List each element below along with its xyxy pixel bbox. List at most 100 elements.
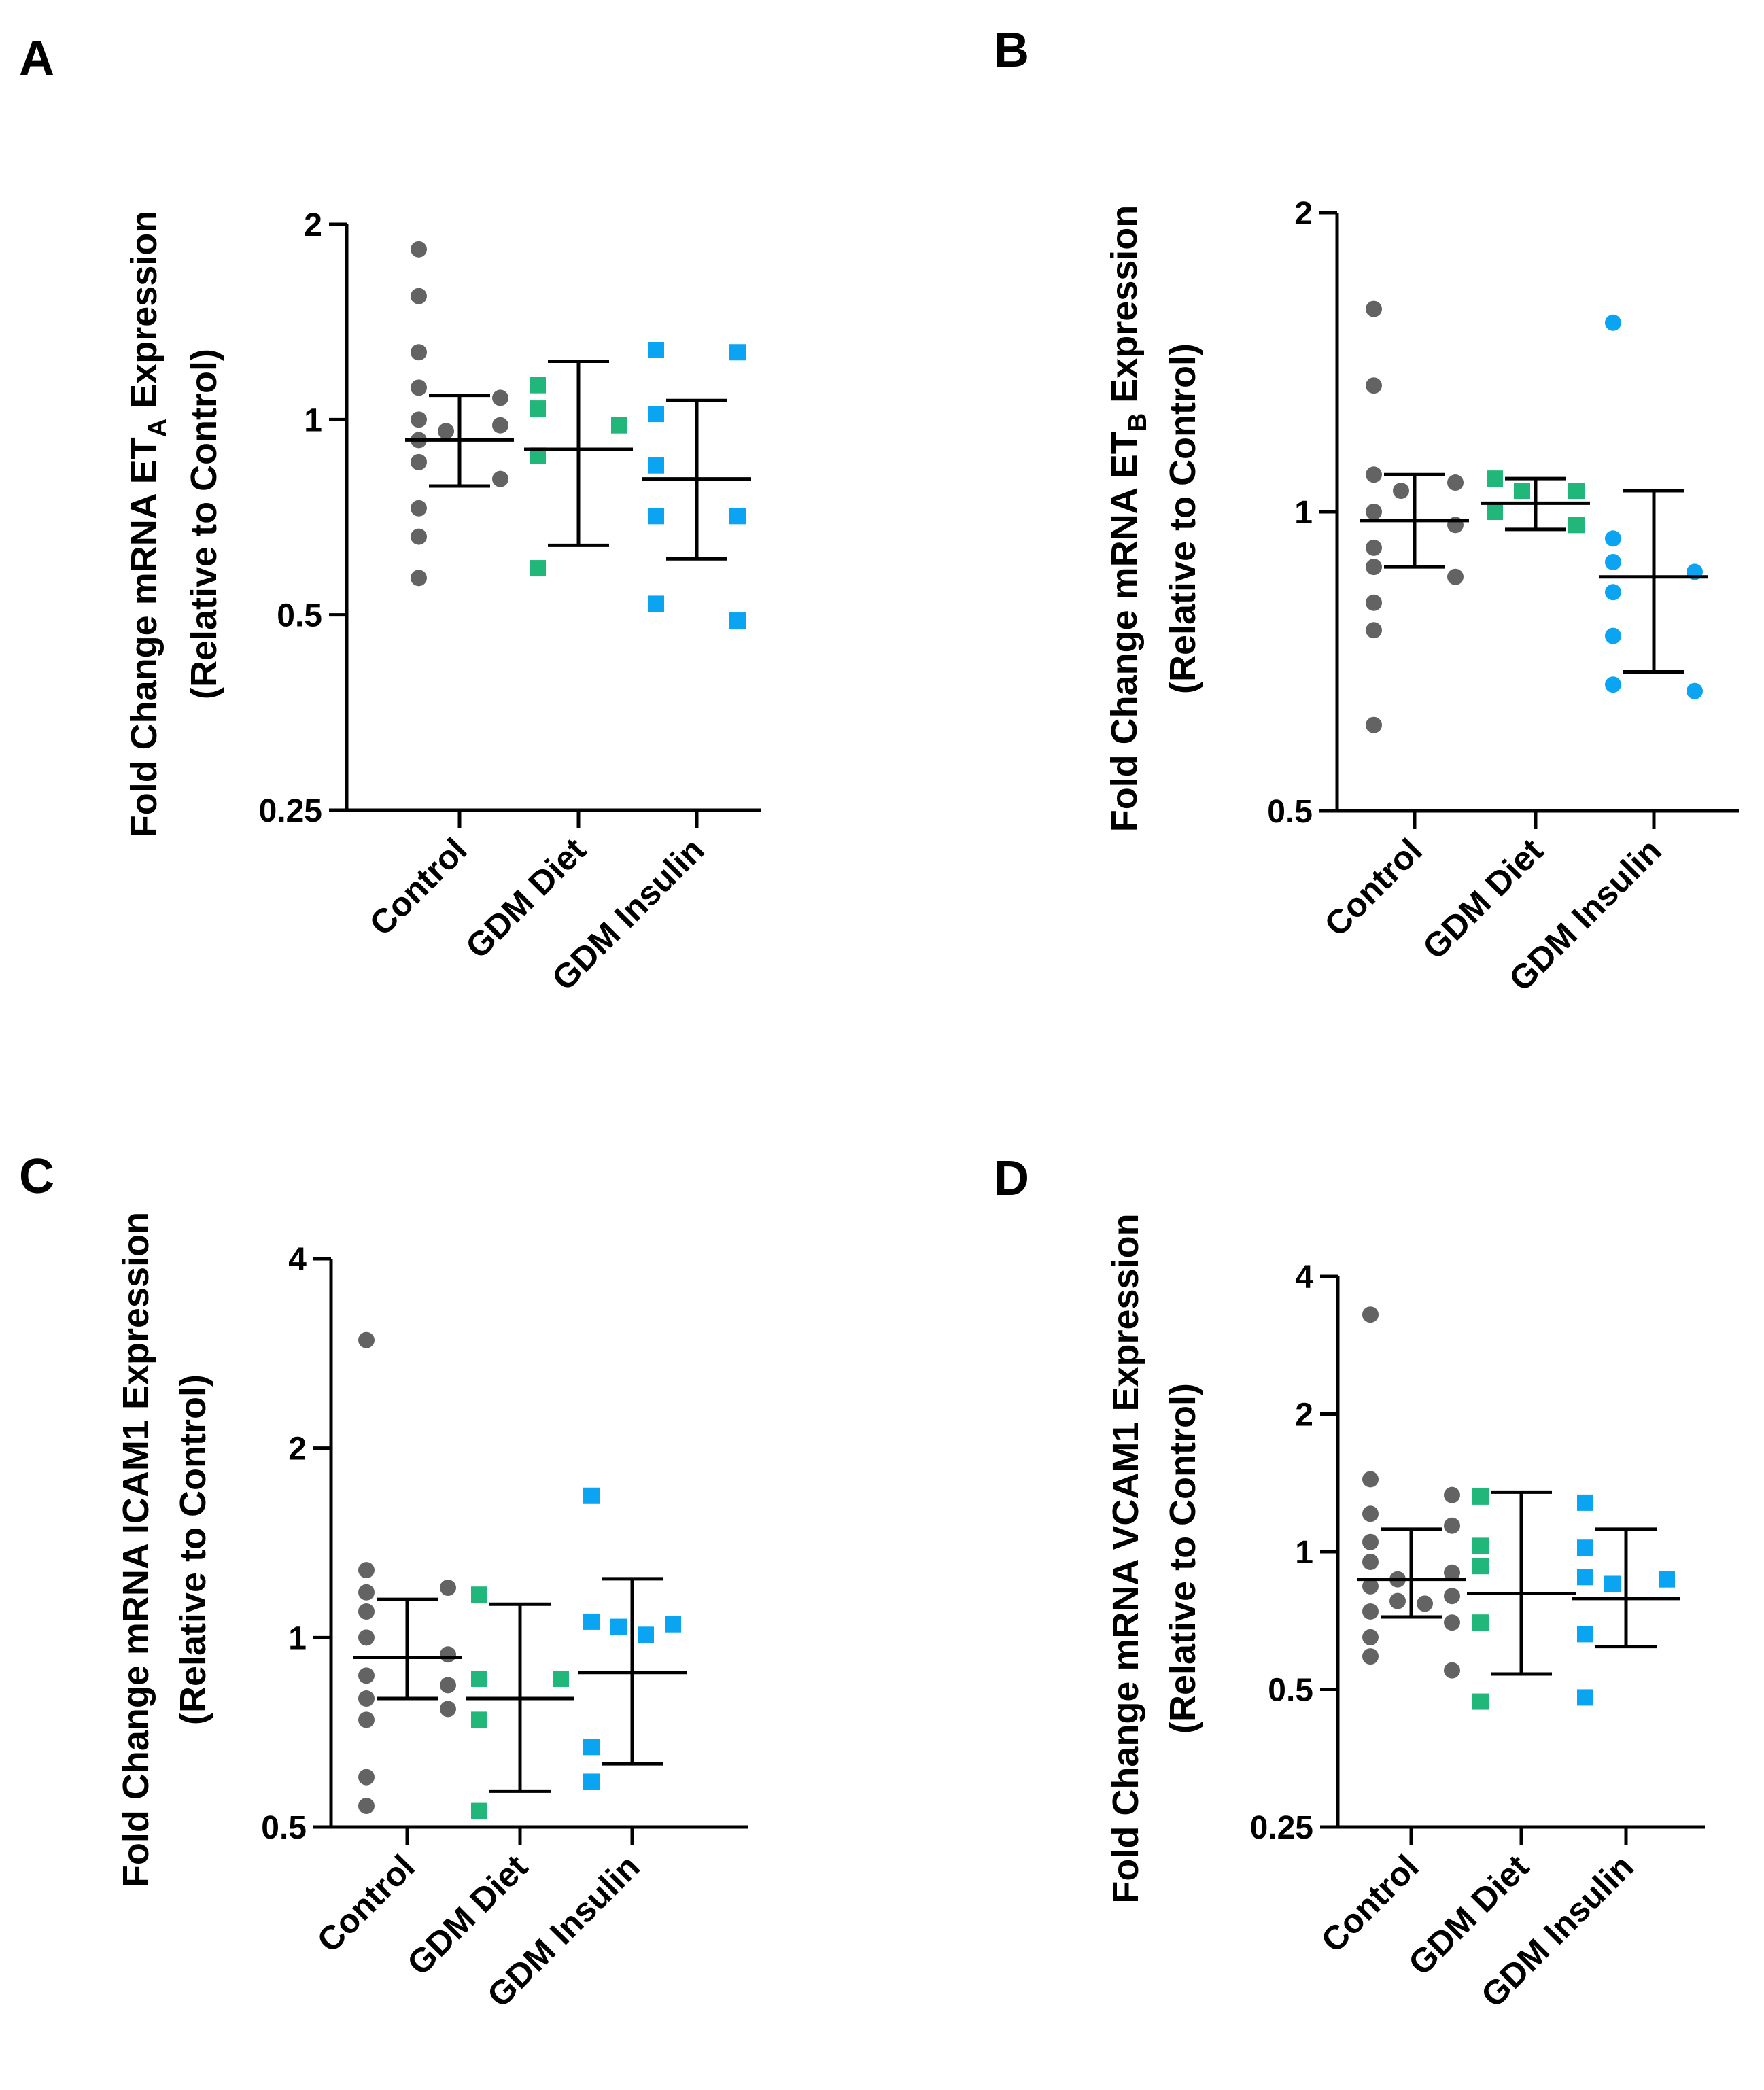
y-axis-title-line1: Fold Change mRNA VCAM1 Expression — [1105, 1213, 1146, 1903]
y-axis-title: Fold Change mRNA ETB Expression(Relative… — [1104, 205, 1203, 833]
data-point — [1362, 1648, 1379, 1665]
data-point — [1605, 584, 1621, 601]
data-point — [665, 1616, 681, 1633]
data-point — [729, 508, 746, 525]
y-axis-title-line2: (Relative to Control) — [173, 1374, 213, 1725]
data-point — [1366, 594, 1382, 611]
y-axis-title: Fold Change mRNA ICAM1 Expression (Relati… — [116, 1212, 213, 1887]
y-ticks: 0.25 0.5 1 2 — [259, 207, 347, 829]
y-tick-label: 1 — [304, 402, 322, 438]
data-point — [492, 470, 508, 487]
series-gdm-diet — [1467, 1488, 1576, 1710]
data-point — [492, 417, 508, 434]
series-control — [1360, 300, 1469, 733]
y-tick-label: 1 — [288, 1620, 307, 1656]
data-point — [1417, 1595, 1433, 1612]
data-point — [358, 1603, 375, 1620]
data-point — [648, 406, 664, 423]
data-point — [1577, 1539, 1593, 1556]
data-point — [471, 1711, 487, 1728]
data-point — [729, 612, 746, 629]
data-point — [1604, 1575, 1621, 1592]
error-bar — [1467, 1490, 1576, 1676]
data-point — [471, 1586, 487, 1603]
data-point — [1472, 1537, 1489, 1554]
series-control — [1357, 1306, 1466, 1679]
y-axis-title-line2: (Relative to Control) — [1162, 343, 1203, 694]
data-point — [729, 344, 746, 361]
x-tick-label: Control — [1314, 1847, 1426, 1960]
data-point — [1568, 517, 1585, 534]
y-tick-label: 0.25 — [259, 793, 322, 829]
data-point — [1605, 627, 1621, 644]
data-point — [1577, 1569, 1593, 1586]
data-point — [583, 1739, 600, 1756]
data-point — [1366, 539, 1382, 556]
data-point — [648, 457, 664, 474]
y-tick-label: 2 — [288, 1431, 307, 1467]
x-tick-label: Control — [310, 1847, 422, 1960]
data-point — [358, 1711, 375, 1728]
error-bar — [466, 1602, 574, 1793]
data-point — [438, 423, 454, 440]
y-tick-label: 2 — [304, 207, 322, 243]
data-point — [358, 1690, 375, 1707]
error-bar — [353, 1597, 462, 1701]
data-point — [530, 377, 546, 394]
data-point — [638, 1626, 654, 1643]
data-point — [1444, 1588, 1460, 1605]
y-axis-title-line2: (Relative to Control) — [184, 349, 224, 699]
data-point — [1659, 1571, 1675, 1588]
data-point — [583, 1773, 600, 1790]
data-point — [1577, 1689, 1593, 1706]
data-point — [1487, 470, 1503, 487]
series-gdm-insulin — [642, 342, 751, 629]
axes — [345, 224, 761, 812]
y-axis-title-line1: Fold Change mRNA ETA Expression — [124, 211, 172, 838]
data-point — [358, 1584, 375, 1601]
error-bar — [1599, 489, 1708, 674]
data-point — [440, 1646, 456, 1663]
data-point — [1362, 1603, 1379, 1620]
y-axis-title-line1: Fold Change mRNA ETB Expression — [1104, 205, 1152, 833]
y-tick-label: 1 — [1295, 1535, 1313, 1571]
data-point — [358, 1769, 375, 1786]
data-point — [648, 508, 664, 525]
y-axis-title: Fold Change mRNA VCAM1 Expression (Relati… — [1105, 1213, 1203, 1903]
y-tick-label: 0.25 — [1250, 1810, 1313, 1846]
data-point — [411, 241, 427, 258]
data-point — [1393, 483, 1409, 500]
series-control — [353, 1331, 462, 1815]
data-point — [1687, 682, 1703, 699]
data-point — [1366, 377, 1382, 394]
data-point — [1362, 1629, 1379, 1645]
data-point — [1366, 622, 1382, 639]
data-point — [648, 342, 664, 359]
y-tick-label: 0.5 — [1268, 1673, 1313, 1709]
data-point — [1472, 1614, 1489, 1631]
data-point — [648, 595, 664, 612]
data-point — [1366, 300, 1382, 317]
data-point — [411, 570, 427, 587]
y-ticks: 0.5 1 2 4 — [261, 1242, 331, 1846]
error-bar — [524, 360, 633, 547]
error-bar — [1481, 476, 1590, 532]
data-point — [440, 1701, 456, 1718]
data-point — [411, 500, 427, 517]
data-point — [358, 1562, 375, 1579]
data-point — [1389, 1592, 1406, 1609]
data-point — [1568, 483, 1585, 500]
data-point — [611, 417, 627, 434]
data-point — [1362, 1471, 1379, 1488]
y-tick-label: 0.5 — [1267, 794, 1313, 830]
data-point — [358, 1667, 375, 1684]
error-bar — [1572, 1527, 1680, 1649]
data-point — [1366, 466, 1382, 483]
x-tick-label: Control — [362, 831, 474, 943]
panel-letter-b: B — [994, 23, 1029, 77]
